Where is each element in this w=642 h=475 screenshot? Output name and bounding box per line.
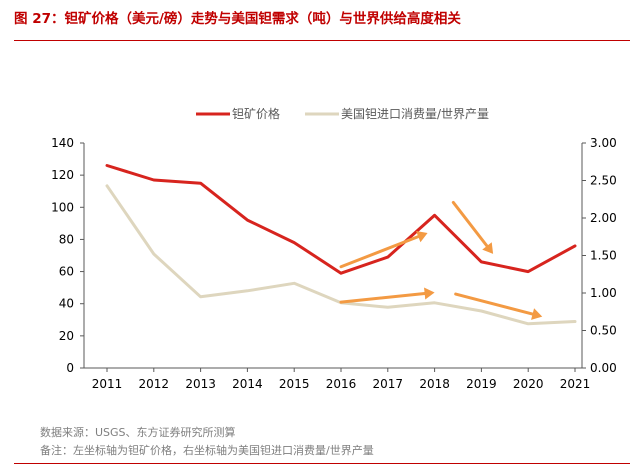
right-tick-label: 1.50 (590, 249, 617, 263)
chart-note: 备注：左坐标轴为钽矿价格，右坐标轴为美国钽进口消费量/世界产量 (40, 444, 374, 457)
right-tick-label: 2.00 (590, 211, 617, 225)
x-tick-label: 2012 (139, 377, 170, 391)
trend-arrow-shaft (451, 200, 489, 248)
annotations (339, 200, 543, 320)
chart-title: 图 27：钽矿价格（美元/磅）走势与美国钽需求（吨）与世界供给高度相关 (14, 11, 461, 27)
left-tick-label: 20 (59, 329, 74, 343)
right-tick-label: 3.00 (590, 136, 617, 150)
left-tick-label: 100 (51, 200, 74, 214)
trend-arrow-shaft (339, 235, 420, 269)
x-tick-label: 2020 (513, 377, 544, 391)
x-tick-label: 2021 (560, 377, 591, 391)
trend-arrow-shaft (339, 291, 427, 304)
series-layer (105, 164, 577, 326)
x-tick-label: 2014 (232, 377, 263, 391)
footer-divider (14, 463, 630, 464)
right-tick-label: 0.00 (590, 361, 617, 375)
left-tick-label: 140 (51, 136, 74, 150)
price-series-line (105, 164, 577, 275)
right-tick-label: 0.50 (590, 324, 617, 338)
x-tick-label: 2013 (185, 377, 216, 391)
title-divider (14, 40, 630, 41)
right-tick-label: 1.00 (590, 286, 617, 300)
x-tick-label: 2019 (466, 377, 497, 391)
axes: 0 20 40 60 80 100 120 140 0.00 0.50 1.00 1.50 2.00 2.… (51, 136, 617, 391)
x-tick-label: 2015 (279, 377, 310, 391)
legend: 钽矿价格 美国钽进口消费量/世界产量 (196, 106, 489, 121)
x-tick-label: 2017 (373, 377, 404, 391)
x-tick-label: 2016 (326, 377, 357, 391)
left-tick-label: 80 (59, 232, 74, 246)
trend-arrow-head (416, 231, 428, 243)
legend-ratio-label: 美国钽进口消费量/世界产量 (341, 107, 489, 121)
trend-arrow-head (531, 308, 543, 320)
x-tick-label: 2011 (92, 377, 123, 391)
x-tick-label: 2018 (419, 377, 450, 391)
data-source: 数据来源：USGS、东方证券研究所测算 (40, 426, 236, 439)
trend-arrow-shaft (454, 292, 535, 316)
trend-arrow-head (424, 287, 435, 300)
left-tick-label: 120 (51, 168, 74, 182)
left-tick-label: 0 (66, 361, 74, 375)
trend-arrow-head (482, 242, 494, 254)
right-tick-label: 2.50 (590, 174, 617, 188)
legend-price-label: 钽矿价格 (232, 106, 280, 121)
left-tick-label: 60 (59, 265, 74, 279)
left-tick-label: 40 (59, 297, 74, 311)
